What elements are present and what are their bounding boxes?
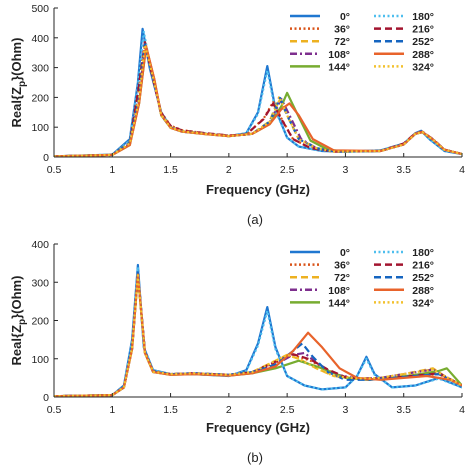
chart-b-y-tick-label: 200 (31, 316, 49, 328)
chart-b-legend-label-5: 180° (412, 247, 434, 259)
chart-b-legend-label-6: 216° (412, 260, 434, 272)
chart-a-y-axis-title-main: Real{Z (9, 87, 24, 128)
chart-b-x-tick-label: 2.5 (280, 404, 295, 416)
chart-b-legend-label-0: 0° (340, 247, 350, 259)
chart-b-legend-label-8: 288° (412, 285, 434, 297)
chart-a-legend-label-5: 180° (412, 11, 434, 23)
chart-a-y-axis-title-subscript: p (17, 81, 28, 87)
chart-a-legend-label-9: 324° (412, 61, 434, 73)
chart-b-x-tick-label: 3 (343, 404, 349, 416)
chart-b-y-axis-title-main: Real{Z (9, 325, 24, 366)
chart-a-y-tick-label: 200 (31, 92, 49, 104)
chart-b-legend-label-3: 108° (328, 285, 350, 297)
chart-a-x-tick-label: 4 (459, 164, 465, 176)
chart-a-plot-area (54, 8, 462, 157)
chart-a-y-axis-title: Real{Zp}(Ohm) (9, 38, 28, 128)
chart-a-legend-label-0: 0° (340, 11, 350, 23)
chart-b-x-tick-label: 1 (109, 404, 115, 416)
chart-a-x-tick-label: 1 (109, 164, 115, 176)
chart-b-x-tick-label: 1.5 (163, 404, 178, 416)
chart-b-legend-label-4: 144° (328, 297, 350, 309)
chart-a-legend-label-4: 144° (328, 61, 350, 73)
chart-b-x-axis-title: Frequency (GHz) (206, 420, 310, 435)
chart-a-x-axis-title: Frequency (GHz) (206, 182, 310, 197)
chart-a-x-tick-label: 3 (343, 164, 349, 176)
chart-a-y-tick-label: 0 (43, 152, 49, 164)
chart-b-y-axis-title-subscript: p (17, 319, 28, 325)
chart-a-y-tick-label: 100 (31, 122, 49, 134)
chart-b-legend-label-1: 36° (334, 260, 350, 272)
chart-a-series-line-9 (54, 43, 462, 157)
chart-a-series-group (54, 27, 462, 157)
chart-b-legend-label-2: 72° (334, 272, 350, 284)
chart-b-x-tick-label: 2 (226, 404, 232, 416)
chart-a-x-tick-label: 2 (226, 164, 232, 176)
chart-b-y-axis-title-tail: }(Ohm) (9, 276, 24, 319)
chart-a-legend-label-8: 288° (412, 49, 434, 61)
chart-b-legend-label-7: 252° (412, 272, 434, 284)
chart-a-x-tick-label: 3.5 (396, 164, 411, 176)
chart-a-legend-label-2: 72° (334, 36, 350, 48)
chart-a-legend-label-1: 36° (334, 24, 350, 36)
chart-b-y-tick-label: 300 (31, 277, 49, 289)
chart-b-x-tick-label: 3.5 (396, 404, 411, 416)
chart-a-x-tick-label: 2.5 (280, 164, 295, 176)
chart-a-y-tick-label: 400 (31, 33, 49, 45)
chart-b-legend: 0°36°72°108°144° 180°216°252°288°324° (290, 247, 434, 309)
chart-a-series-line-6 (54, 41, 462, 157)
chart-a-caption: (a) (247, 212, 263, 227)
chart-a-legend-label-7: 252° (412, 36, 434, 48)
chart-b-series-group (54, 263, 462, 397)
chart-b: 0.5 1 1.5 2 2.5 3 3.5 4 0 100 200 300 400 Frequency (… (9, 239, 465, 465)
chart-b-caption: (b) (247, 450, 263, 465)
chart-b-y-tick-label: 100 (31, 354, 49, 366)
chart-b-series-line-9 (54, 274, 462, 397)
chart-b-y-tick-label: 0 (43, 392, 49, 404)
chart-a-y-tick-label: 500 (31, 3, 49, 15)
chart-b-y-axis-title: Real{Zp}(Ohm) (9, 276, 28, 366)
chart-a-legend: 0°36°72°108°144° 180°216°252°288°324° (290, 11, 434, 73)
chart-a-y-tick-label: 300 (31, 63, 49, 75)
chart-b-y-tick-label: 400 (31, 239, 49, 251)
chart-b-x-tick-label: 0.5 (47, 404, 62, 416)
chart-a-legend-label-6: 216° (412, 24, 434, 36)
chart-a-y-axis-title-tail: }(Ohm) (9, 38, 24, 81)
chart-b-series-line-5 (54, 265, 462, 397)
chart-b-x-tick-label: 4 (459, 404, 465, 416)
chart-a: 0.5 1 1.5 2 2.5 3 3.5 4 0 100 200 300 400 500 Frequenc… (9, 3, 465, 227)
chart-a-x-tick-label: 1.5 (163, 164, 178, 176)
chart-a-x-tick-label: 0.5 (47, 164, 62, 176)
chart-b-legend-label-9: 324° (412, 297, 434, 309)
chart-a-legend-label-3: 108° (328, 49, 350, 61)
